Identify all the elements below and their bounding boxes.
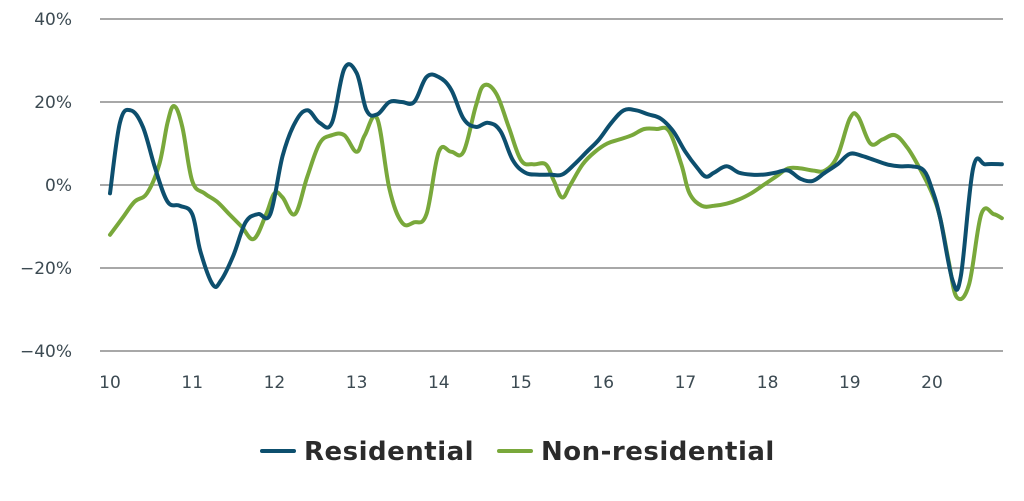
x-axis-tick-labels: 10 11 12 13 14 15 16 17 18 19 20 xyxy=(99,373,943,393)
x-tick-label: 17 xyxy=(675,373,697,393)
x-tick-label: 11 xyxy=(181,373,203,393)
x-tick-label: 15 xyxy=(510,373,532,393)
legend-label-non-residential: Non-residential xyxy=(541,437,775,467)
y-tick-label: 40% xyxy=(34,10,72,30)
x-tick-label: 20 xyxy=(921,373,943,393)
gridlines xyxy=(100,18,1003,352)
x-tick-label: 18 xyxy=(757,373,779,393)
y-tick-label: −20% xyxy=(20,259,72,279)
y-tick-label: 0% xyxy=(45,176,72,196)
x-tick-label: 14 xyxy=(428,373,450,393)
legend: Residential Non-residential xyxy=(260,437,775,467)
y-tick-label: 20% xyxy=(34,93,72,113)
series-line-non-residential xyxy=(108,82,1004,302)
legend-label-residential: Residential xyxy=(304,437,474,467)
x-tick-label: 10 xyxy=(99,373,121,393)
series-lines xyxy=(108,62,1004,302)
x-tick-label: 12 xyxy=(264,373,286,393)
series-line-residential xyxy=(108,62,1004,292)
y-tick-label: −40% xyxy=(20,342,72,362)
x-tick-label: 19 xyxy=(839,373,861,393)
y-axis-tick-labels: 40% 20% 0% −20% −40% xyxy=(20,10,72,362)
x-tick-label: 16 xyxy=(592,373,614,393)
x-tick-label: 13 xyxy=(346,373,368,393)
